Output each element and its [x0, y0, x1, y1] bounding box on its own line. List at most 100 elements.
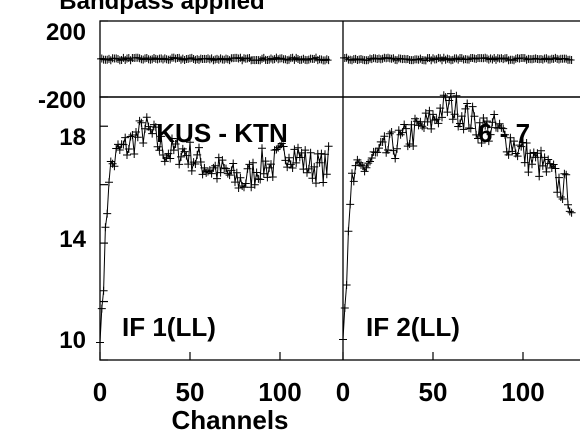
amplitude-point	[506, 133, 515, 142]
amplitude-point	[142, 113, 151, 122]
amplitude-point	[459, 125, 468, 134]
amplitude-point	[141, 124, 149, 133]
amplitude-point	[434, 119, 443, 128]
amplitude-point	[567, 208, 576, 217]
amplitude-point	[362, 163, 371, 172]
amplitude-point	[121, 133, 130, 142]
baseline-suffix-label: 6 - 7	[478, 118, 530, 148]
amplitude-point	[393, 144, 401, 153]
chart-title: Bandpass applied	[59, 0, 264, 15]
amplitude-point	[115, 145, 124, 154]
amplitude-point	[308, 174, 317, 183]
amplitude-point	[447, 89, 455, 98]
x-axis-label: Channels	[171, 405, 288, 435]
amplitude-point	[321, 150, 329, 159]
amplitude-point	[564, 200, 572, 209]
amplitude-point	[220, 164, 229, 173]
amplitude-point	[427, 124, 436, 133]
amplitude-point	[155, 146, 164, 155]
amplitude-point	[409, 141, 418, 150]
amplitude-tick-label-10: 10	[59, 327, 86, 354]
amplitude-point	[385, 129, 394, 138]
amplitude-point	[135, 116, 144, 125]
amplitude-point	[105, 178, 113, 187]
amplitude-point	[196, 157, 205, 166]
amplitude-point	[425, 106, 434, 115]
amplitude-point	[439, 91, 448, 100]
amplitude-point	[101, 223, 110, 232]
amplitude-point	[324, 142, 333, 151]
amplitude-point	[211, 161, 220, 170]
amplitude-point	[526, 149, 535, 158]
amplitude-point	[474, 134, 482, 143]
amplitude-point	[249, 158, 257, 167]
amplitude-point	[191, 159, 200, 168]
amplitude-point	[349, 177, 358, 186]
amplitude-point	[252, 168, 261, 177]
amplitude-point	[483, 117, 491, 126]
amplitude-point	[180, 147, 189, 156]
amplitude-point	[240, 183, 248, 192]
amplitude-point	[187, 166, 196, 175]
amplitude-point	[519, 138, 527, 147]
amplitude-point	[216, 168, 225, 177]
x-tick-label-if1-0: 0	[93, 377, 107, 407]
amplitude-point	[436, 104, 445, 113]
amplitude-point	[151, 123, 160, 132]
amplitude-point	[470, 112, 479, 121]
amplitude-point	[475, 118, 484, 127]
amplitude-point	[285, 153, 293, 162]
amplitude-point	[445, 96, 454, 105]
amplitude-point	[225, 171, 234, 180]
amplitude-point	[265, 163, 274, 172]
amplitude-point	[555, 173, 563, 182]
amplitude-point	[295, 153, 304, 162]
amplitude-point	[405, 139, 414, 148]
amplitude-point	[124, 144, 133, 153]
amplitude-point	[448, 115, 457, 124]
amplitude-point	[560, 169, 569, 178]
amplitude-point	[540, 153, 549, 162]
amplitude-point	[504, 150, 513, 159]
amplitude-point	[355, 158, 364, 167]
phase-tick-label-bottom: -200	[38, 87, 86, 114]
amplitude-point	[112, 144, 121, 153]
amplitude-point	[306, 148, 315, 157]
amplitude-point	[317, 149, 326, 158]
amplitude-point	[501, 130, 509, 139]
amplitude-point	[497, 123, 506, 132]
x-tick-label-if2-50: 50	[419, 377, 448, 407]
amplitude-point	[423, 117, 432, 126]
amplitude-point	[166, 154, 175, 163]
amplitude-point	[430, 116, 439, 125]
amplitude-point	[157, 132, 166, 141]
amplitude-point	[418, 122, 427, 131]
amplitude-point	[488, 118, 497, 127]
amplitude-point	[456, 119, 464, 128]
amplitude-point	[218, 156, 227, 165]
amplitude-point	[130, 150, 139, 159]
amplitude-point	[279, 142, 288, 151]
amplitude-point	[169, 146, 178, 155]
amplitude-point	[241, 179, 250, 188]
amplitude-point	[522, 138, 531, 147]
amplitude-point	[461, 104, 470, 113]
amplitude-point	[510, 137, 518, 146]
amplitude-point	[366, 157, 374, 166]
amplitude-point	[441, 93, 450, 102]
amplitude-point	[398, 128, 407, 137]
amplitude-point	[144, 122, 153, 131]
amplitude-point	[466, 124, 475, 133]
amplitude-point	[402, 124, 410, 133]
amplitude-point	[319, 178, 328, 187]
amplitude-point	[193, 150, 202, 159]
amplitude-point	[452, 91, 461, 100]
amplitude-point	[222, 164, 230, 173]
amplitude-point	[250, 180, 259, 189]
amplitude-point	[407, 120, 416, 129]
amplitude-point	[177, 152, 185, 161]
amplitude-point	[231, 178, 239, 187]
amplitude-point	[301, 146, 310, 155]
amplitude-point	[481, 121, 490, 130]
